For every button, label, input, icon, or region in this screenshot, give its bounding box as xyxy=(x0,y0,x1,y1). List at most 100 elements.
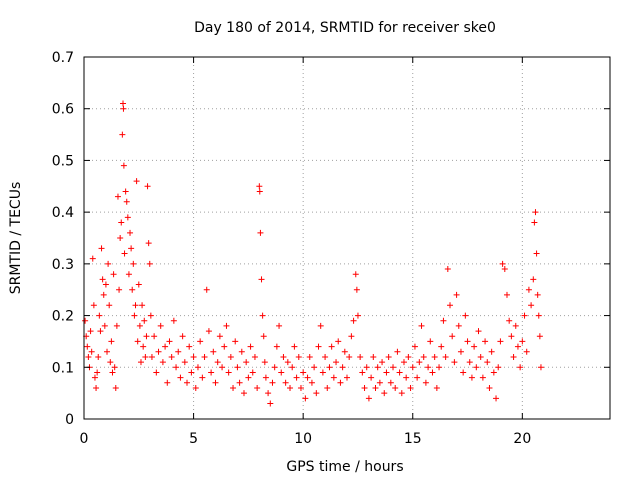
data-point xyxy=(134,338,141,345)
data-point xyxy=(495,364,502,371)
data-point xyxy=(113,322,120,329)
data-point xyxy=(514,343,521,350)
data-point xyxy=(407,384,414,391)
data-point xyxy=(99,276,106,283)
data-point xyxy=(110,271,117,278)
data-point xyxy=(425,364,432,371)
data-point xyxy=(506,317,513,324)
data-point xyxy=(247,343,254,350)
y-axis-label: SRMTID / TECUs xyxy=(8,182,24,295)
data-point xyxy=(499,260,506,267)
data-point xyxy=(133,178,140,185)
data-point xyxy=(144,183,151,190)
data-point xyxy=(258,276,265,283)
data-point xyxy=(276,322,283,329)
data-point xyxy=(431,353,438,360)
data-point xyxy=(453,291,460,298)
data-point xyxy=(140,343,147,350)
data-point xyxy=(392,384,399,391)
data-point xyxy=(139,302,146,309)
data-point xyxy=(107,359,114,366)
data-point xyxy=(251,353,258,360)
data-point xyxy=(422,379,429,386)
y-tick-label: 0.1 xyxy=(52,360,74,376)
data-point xyxy=(192,384,199,391)
x-tick-label: 0 xyxy=(80,431,89,447)
data-point xyxy=(385,353,392,360)
data-point xyxy=(394,348,401,355)
data-point xyxy=(536,333,543,340)
data-point xyxy=(118,219,125,226)
data-point xyxy=(411,343,418,350)
data-point xyxy=(223,322,230,329)
y-tick-label: 0.2 xyxy=(52,309,74,325)
data-point xyxy=(82,317,89,324)
data-point xyxy=(293,374,300,381)
data-point xyxy=(135,281,142,288)
y-tick-label: 0.3 xyxy=(52,257,74,273)
data-point xyxy=(87,328,94,335)
data-point xyxy=(109,369,116,376)
data-point xyxy=(468,374,475,381)
data-point xyxy=(208,369,215,376)
data-point xyxy=(225,369,232,376)
data-point xyxy=(249,369,256,376)
data-point xyxy=(131,312,138,319)
data-point xyxy=(444,266,451,273)
data-point xyxy=(210,348,217,355)
data-point xyxy=(259,312,266,319)
data-point xyxy=(319,369,326,376)
data-point xyxy=(374,364,381,371)
data-point xyxy=(90,302,97,309)
data-point xyxy=(289,364,296,371)
data-point xyxy=(523,348,530,355)
data-point xyxy=(416,359,423,366)
data-point xyxy=(418,322,425,329)
data-point xyxy=(508,333,515,340)
data-point xyxy=(256,188,263,195)
data-point xyxy=(322,353,329,360)
data-point xyxy=(287,384,294,391)
data-point xyxy=(186,343,193,350)
data-point xyxy=(379,359,386,366)
plot-frame xyxy=(83,56,611,420)
data-point xyxy=(136,322,143,329)
data-point xyxy=(148,353,155,360)
data-point xyxy=(179,333,186,340)
data-point xyxy=(473,364,480,371)
data-point xyxy=(194,364,201,371)
data-point xyxy=(357,353,364,360)
data-point xyxy=(333,359,340,366)
data-point xyxy=(400,359,407,366)
data-point xyxy=(127,229,134,236)
data-point xyxy=(484,359,491,366)
data-point xyxy=(114,193,121,200)
data-point xyxy=(101,322,108,329)
y-tick-label: 0.4 xyxy=(52,205,74,221)
data-point xyxy=(324,384,331,391)
data-point xyxy=(120,105,127,112)
data-point xyxy=(447,302,454,309)
data-point xyxy=(125,271,132,278)
data-point xyxy=(341,348,348,355)
data-point xyxy=(245,374,252,381)
data-point xyxy=(510,353,517,360)
data-point xyxy=(530,276,537,283)
data-point xyxy=(238,348,245,355)
data-point xyxy=(236,379,243,386)
data-point xyxy=(106,302,113,309)
y-tick-label: 0.6 xyxy=(52,102,74,118)
data-point xyxy=(119,131,126,138)
data-point xyxy=(267,400,274,407)
data-point xyxy=(300,369,307,376)
data-point xyxy=(317,322,324,329)
data-point xyxy=(503,291,510,298)
data-point xyxy=(141,317,148,324)
data-point xyxy=(337,379,344,386)
data-point xyxy=(436,364,443,371)
data-point xyxy=(533,250,540,257)
data-point xyxy=(405,353,412,360)
data-point xyxy=(284,359,291,366)
data-point xyxy=(532,209,539,216)
data-point xyxy=(535,312,542,319)
